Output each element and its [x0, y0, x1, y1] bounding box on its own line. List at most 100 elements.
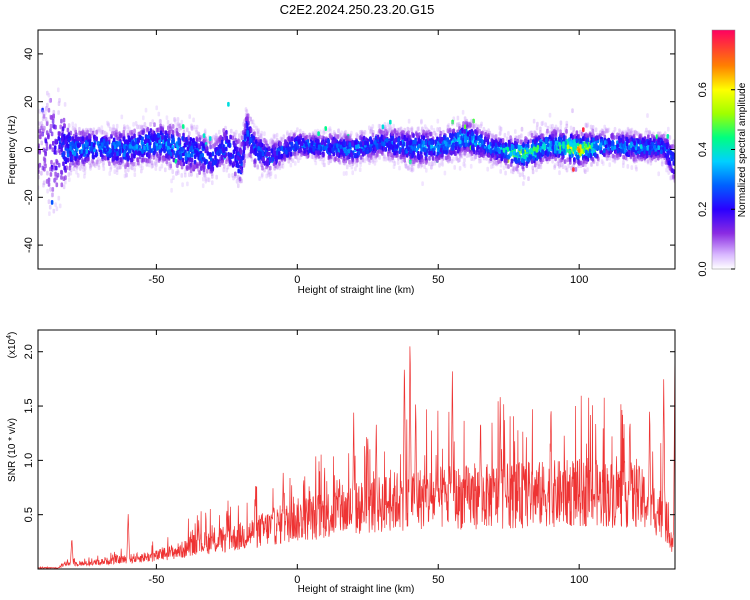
- spectrogram-point: [54, 171, 57, 177]
- spectrogram-point: [657, 145, 660, 151]
- spectrogram-point: [611, 145, 614, 151]
- spectrogram-point: [396, 160, 400, 165]
- spectrogram-point: [340, 148, 343, 154]
- spectrogram-point: [536, 121, 539, 127]
- spectrogram-point: [548, 156, 551, 162]
- spectrogram-point: [268, 139, 272, 144]
- spectrogram-point: [293, 150, 297, 156]
- spectrogram-point: [244, 154, 248, 160]
- spectrogram-point: [374, 153, 378, 159]
- spectrogram-point: [81, 159, 85, 165]
- spectrogram-point: [71, 125, 75, 131]
- spectrogram-point: [438, 162, 441, 168]
- spectrogram-point: [430, 144, 434, 149]
- spectrogram-point: [42, 180, 46, 186]
- spectrogram-point: [539, 161, 542, 167]
- spectrogram-point: [243, 158, 246, 164]
- spectrogram-point: [621, 129, 625, 135]
- spectrogram-point: [141, 149, 144, 154]
- spectrogram-point: [183, 142, 187, 148]
- spectrogram-point: [355, 162, 359, 168]
- spectrogram-point: [354, 166, 357, 172]
- spectrogram-point: [170, 187, 173, 193]
- spectrogram-point: [367, 153, 371, 158]
- spectrogram-point: [348, 142, 352, 147]
- spectrogram-point: [211, 143, 215, 149]
- spectrogram-point: [490, 164, 493, 169]
- spectrogram-point: [208, 152, 212, 157]
- spectrogram-point: [527, 131, 531, 137]
- spectrogram-point: [522, 181, 525, 186]
- spectrogram-point: [177, 123, 181, 129]
- spectrogram-point: [119, 133, 122, 138]
- spectrogram-point: [412, 159, 416, 165]
- spectrogram-point: [168, 133, 171, 139]
- spectrogram-point: [108, 171, 111, 176]
- spectrogram-point: [231, 135, 234, 141]
- spectrogram-point: [41, 109, 45, 115]
- spectrogram-point: [480, 121, 483, 127]
- spectrogram-point: [329, 158, 333, 163]
- spectrogram-point: [633, 140, 636, 146]
- spectrogram-point: [317, 144, 321, 150]
- spectrogram-point: [347, 148, 351, 154]
- spectrogram-point: [103, 130, 107, 136]
- spectrogram-point: [165, 153, 168, 159]
- spectrogram-point: [238, 133, 241, 138]
- spectrogram-point: [253, 158, 257, 163]
- spectrogram-point: [616, 132, 619, 138]
- spectrogram-point: [180, 119, 184, 125]
- spectrogram-point: [635, 166, 638, 172]
- spectrogram-point: [474, 123, 478, 129]
- spectrogram-point: [267, 169, 271, 175]
- spectrogram-point: [589, 124, 593, 130]
- spectrogram-point: [281, 164, 285, 169]
- spectrogram-point: [218, 162, 222, 168]
- spectrogram-point: [556, 126, 560, 132]
- spectrogram-point: [455, 156, 458, 161]
- bottom-x-tick-label: -50: [148, 574, 164, 586]
- spectrogram-point: [78, 155, 81, 160]
- spectrogram-point: [428, 145, 431, 151]
- spectrogram-point: [227, 173, 231, 179]
- spectrogram-point: [69, 170, 73, 176]
- spectrogram-point: [451, 119, 454, 125]
- spectrogram-point: [159, 126, 163, 131]
- spectrogram-point: [573, 141, 576, 147]
- spectrogram-point: [273, 160, 276, 166]
- spectrogram-point: [123, 144, 126, 150]
- spectrogram-point: [463, 150, 467, 156]
- spectrogram-point: [474, 135, 478, 141]
- spectrogram-points: [38, 87, 675, 216]
- spectrogram-point: [182, 161, 185, 167]
- spectrogram-point: [506, 147, 510, 152]
- spectrogram-point: [236, 163, 240, 169]
- spectrogram-point: [227, 142, 231, 148]
- spectrogram-point: [668, 135, 672, 140]
- spectrogram-point: [181, 182, 184, 188]
- spectrogram-point: [495, 161, 498, 167]
- spectrogram-point: [133, 128, 136, 134]
- spectrogram-point: [151, 129, 155, 135]
- spectrogram-point: [458, 130, 462, 135]
- spectrogram-point: [627, 132, 630, 137]
- spectrogram-point: [310, 140, 314, 146]
- spectrogram-point: [195, 163, 199, 169]
- spectrogram-point: [291, 136, 294, 142]
- spectrogram-point: [113, 163, 117, 169]
- spectrogram-point: [253, 131, 256, 137]
- spectrogram-point: [658, 131, 662, 137]
- spectrogram-point: [358, 167, 362, 172]
- spectrogram-point: [115, 128, 118, 134]
- spectrogram-point: [109, 167, 112, 172]
- spectrogram-point: [73, 151, 76, 156]
- spectrogram-point: [643, 155, 646, 161]
- spectrogram-point: [165, 159, 168, 165]
- spectrogram-point: [556, 153, 560, 159]
- spectrogram-point: [259, 142, 262, 147]
- spectrogram-point: [259, 133, 262, 138]
- spectrogram-point: [535, 160, 539, 165]
- spectrogram-point: [258, 176, 261, 181]
- spectrogram-point: [617, 154, 620, 160]
- spectrogram-point: [97, 156, 100, 162]
